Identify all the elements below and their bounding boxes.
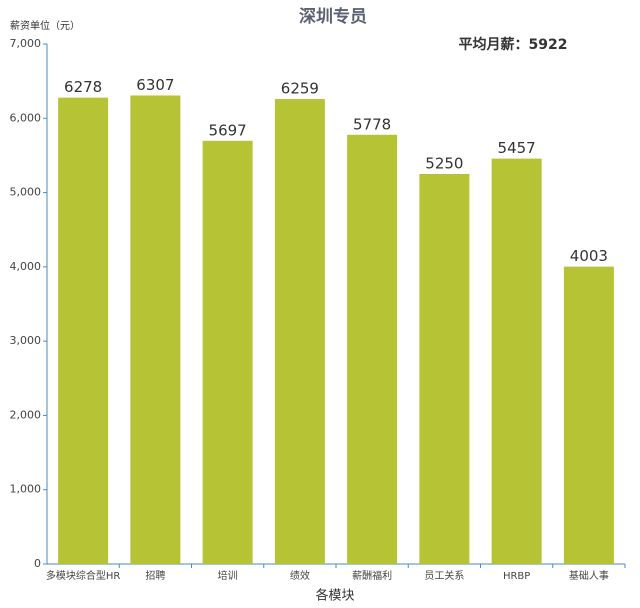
value-label: 6259 [281, 80, 319, 98]
bar [491, 158, 542, 564]
y-tick-label: 0 [34, 557, 41, 570]
x-tick-label: 多模块综合型HR [46, 569, 121, 582]
y-tick-label: 5,000 [10, 186, 42, 199]
chart-title: 深圳专员 [299, 6, 367, 27]
value-label: 6278 [64, 78, 102, 96]
bar [58, 97, 109, 565]
value-label: 5250 [425, 155, 463, 173]
value-label: 4003 [570, 247, 608, 265]
value-label: 5697 [209, 121, 247, 139]
y-tick-label: 2,000 [10, 408, 42, 421]
x-tick-label: 培训 [218, 569, 238, 582]
x-tick-label: 薪酬福利 [352, 569, 392, 582]
x-tick-label: 绩效 [290, 569, 310, 582]
y-tick-label: 3,000 [10, 334, 42, 347]
y-tick-label: 6,000 [10, 111, 42, 124]
value-label: 6307 [136, 76, 174, 94]
value-label: 5457 [498, 139, 536, 157]
value-label: 5778 [353, 115, 391, 133]
x-tick-label: 员工关系 [424, 569, 464, 582]
y-tick-label: 1,000 [10, 483, 42, 496]
x-tick-label: 基础人事 [569, 569, 609, 582]
bar [419, 174, 470, 564]
annotation: 平均月薪：5922 [459, 36, 568, 53]
bar [202, 140, 253, 564]
x-tick-label: HRBP [503, 571, 530, 582]
x-axis-label: 各模块 [315, 588, 354, 604]
bar [274, 99, 325, 564]
y-tick-label: 7,000 [10, 37, 42, 50]
bar [347, 134, 398, 564]
x-tick-label: 招聘 [145, 569, 165, 582]
bar [563, 266, 614, 564]
y-tick-label: 4,000 [10, 260, 42, 273]
bar [130, 95, 181, 564]
y-axis-label: 薪资单位（元） [10, 19, 80, 32]
